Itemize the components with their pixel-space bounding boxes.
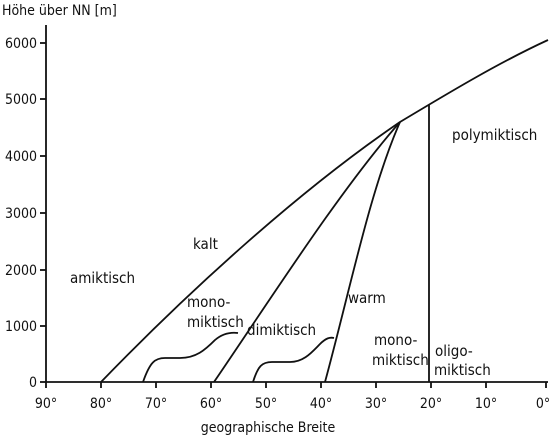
y-tick-label: 2000 [5,263,37,279]
region-miktisch-3: miktisch [434,361,491,379]
lower-bump-left [142,331,239,383]
y-tick-label: 0 [29,375,37,391]
x-tick-label: 90° [35,396,57,412]
x-tick-label: 70° [145,396,167,412]
y-tick-label: 1000 [5,319,37,335]
lower-bump-right [252,336,335,383]
monomictic-dimictic-boundary [213,121,401,383]
x-tick-label: 0° [536,396,550,412]
x-tick-label: 20° [420,396,442,412]
y-tick-label: 6000 [5,36,37,52]
region-warm: warm [348,289,386,307]
x-tick-label: 10° [475,396,497,412]
region-oligo: oligo- [435,342,473,360]
x-tick-label: 50° [255,396,277,412]
region-kalt: kalt [193,235,218,253]
y-tick-label: 3000 [5,206,37,222]
x-tick-labels: 90° 80° 70° 60° 50° 40° 30° 20° 10° 0° [35,396,550,412]
y-tick-label: 4000 [5,149,37,165]
y-tick-label: 5000 [5,92,37,108]
region-amiktisch: amiktisch [70,269,135,287]
region-dimiktisch: dimiktisch [247,321,316,339]
region-miktisch-1: miktisch [187,313,244,331]
region-polymiktisch: polymiktisch [452,126,537,144]
y-tick-labels: 0 1000 2000 3000 4000 5000 6000 [5,36,37,391]
y-axis-label: Höhe über NN [m] [2,3,117,19]
warm-boundary [324,121,401,383]
region-mono-2: mono- [374,331,417,349]
x-tick-label: 40° [310,396,332,412]
x-tick-label: 80° [90,396,112,412]
x-ticks [45,382,547,388]
region-mono-1: mono- [187,293,230,311]
x-tick-label: 60° [200,396,222,412]
y-ticks [40,42,46,383]
x-axis-label: geographische Breite [201,420,336,436]
x-tick-label: 30° [365,396,387,412]
region-miktisch-2: miktisch [372,351,429,369]
cold-limit-curve [100,39,549,383]
